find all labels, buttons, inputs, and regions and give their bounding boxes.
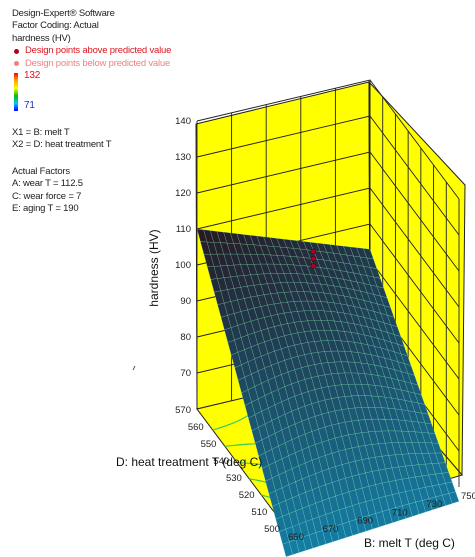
factor-coding-label: Factor Coding: Actual xyxy=(12,20,99,32)
factor-c-label: C: wear force = 7 xyxy=(12,190,82,202)
color-scale-max: 132 xyxy=(24,70,41,82)
legend-below-label: Design points below predicted value xyxy=(25,57,171,69)
factor-e-label: E: aging T = 190 xyxy=(12,203,79,215)
design-point xyxy=(310,248,316,255)
y-tick-label: 540 xyxy=(213,456,229,467)
x-tick-label: 650 xyxy=(288,532,304,543)
y-tick-label: 500 xyxy=(264,524,280,535)
point-below-icon xyxy=(14,61,19,67)
design-point xyxy=(310,255,316,262)
y-tick-label: 520 xyxy=(239,490,255,501)
stray-mark xyxy=(132,365,136,371)
x-tick-label: 690 xyxy=(357,516,373,527)
x-tick-label: 710 xyxy=(392,507,408,518)
y-tick-label: 530 xyxy=(226,473,242,484)
y-axis-label: D: heat treatment T (deg C) xyxy=(116,455,262,469)
response-label: hardness (HV) xyxy=(12,32,71,44)
design-point xyxy=(310,263,316,269)
factor-a-label: A: wear T = 112.5 xyxy=(12,178,83,190)
z-tick-label: 120 xyxy=(175,188,191,199)
z-tick-label: 90 xyxy=(180,296,191,307)
z-tick-label: 140 xyxy=(175,116,191,127)
z-tick-label: 130 xyxy=(175,152,191,163)
info-panel: Design-Expert® Software Factor Coding: A… xyxy=(12,8,182,215)
color-scale-bar xyxy=(14,73,18,112)
axis-ticks: 70 80 90 100 110 120 130 140 500 510 520 530 540 550 5… xyxy=(175,116,475,543)
response-surface xyxy=(196,228,460,557)
color-scale-min: 71 xyxy=(24,100,35,112)
z-tick-label: 100 xyxy=(175,260,191,271)
x1-label: X1 = B: melt T xyxy=(12,127,70,139)
legend-above: Design points above predicted value xyxy=(12,45,182,57)
actual-factors-title: Actual Factors xyxy=(12,165,70,177)
x-tick-label: 750 xyxy=(461,491,475,502)
x2-label: X2 = D: heat treatment T xyxy=(12,139,112,151)
x-tick-label: 670 xyxy=(323,524,339,535)
y-tick-label: 510 xyxy=(251,507,267,518)
legend-below: Design points below predicted value xyxy=(12,58,182,70)
y-tick-label: 550 xyxy=(201,439,217,450)
point-above-icon xyxy=(14,48,19,54)
surface-cell xyxy=(363,248,374,260)
x-tick-label: 730 xyxy=(426,499,442,510)
z-axis-label: hardness (HV) xyxy=(147,229,161,306)
legend-above-label: Design points above predicted value xyxy=(25,45,172,57)
design-points xyxy=(310,248,316,269)
z-tick-label: 110 xyxy=(176,224,191,235)
x-axis-label: B: melt T (deg C) xyxy=(364,536,455,550)
software-label: Design-Expert® Software xyxy=(12,8,115,19)
z-tick-label: 70 xyxy=(180,368,191,379)
color-scale: 132 71 xyxy=(12,70,182,113)
z-tick-label: 80 xyxy=(180,332,191,343)
y-tick-label: 570 xyxy=(175,405,191,416)
y-tick-label: 560 xyxy=(188,422,204,433)
